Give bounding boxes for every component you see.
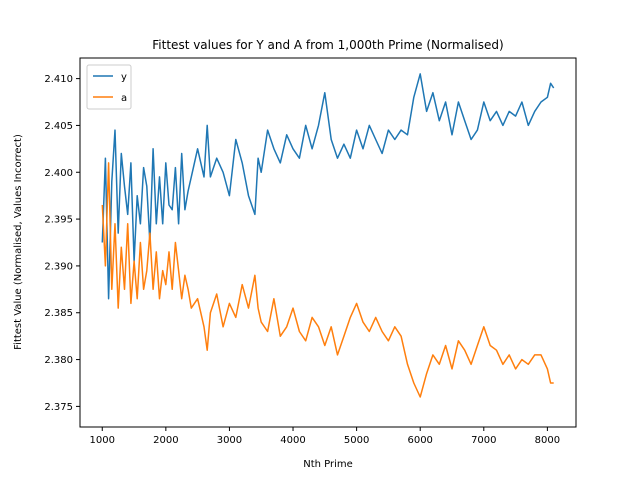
x-axis-label: Nth Prime	[303, 459, 353, 470]
x-tick-label: 6000	[407, 435, 432, 446]
legend-label-y: y	[121, 72, 127, 83]
y-tick-label: 2.385	[44, 308, 73, 319]
y-tick-label: 2.375	[44, 402, 73, 413]
y-tick-label: 2.380	[44, 355, 73, 366]
y-tick-label: 2.405	[44, 121, 73, 132]
series-line-y	[101, 73, 555, 300]
series-layer	[101, 73, 555, 398]
y-tick-label: 2.395	[44, 215, 73, 226]
y-tick-label: 2.400	[44, 168, 73, 179]
y-axis-label: Fittest Value (Normalised, Values Incorr…	[13, 134, 24, 350]
x-tick-label: 8000	[535, 435, 560, 446]
x-tick-label: 5000	[344, 435, 369, 446]
plot-frame	[79, 57, 577, 428]
series-line-a	[101, 162, 554, 398]
chart-title: Fittest values for Y and A from 1,000th …	[152, 38, 503, 52]
y-tick-label: 2.390	[44, 261, 73, 272]
x-axis: 1000 2000 3000 4000 5000 6000 7000 8000	[90, 427, 560, 446]
y-axis: 2.375 2.380 2.385 2.390 2.395 2.400 2.405 2.410	[44, 74, 80, 413]
x-tick-label: 3000	[217, 435, 242, 446]
legend-label-a: a	[121, 93, 127, 104]
x-tick-label: 4000	[280, 435, 305, 446]
legend: y a	[86, 64, 132, 110]
x-tick-label: 7000	[471, 435, 496, 446]
x-tick-label: 2000	[153, 435, 178, 446]
y-tick-label: 2.410	[44, 74, 73, 85]
x-tick-label: 1000	[90, 435, 115, 446]
